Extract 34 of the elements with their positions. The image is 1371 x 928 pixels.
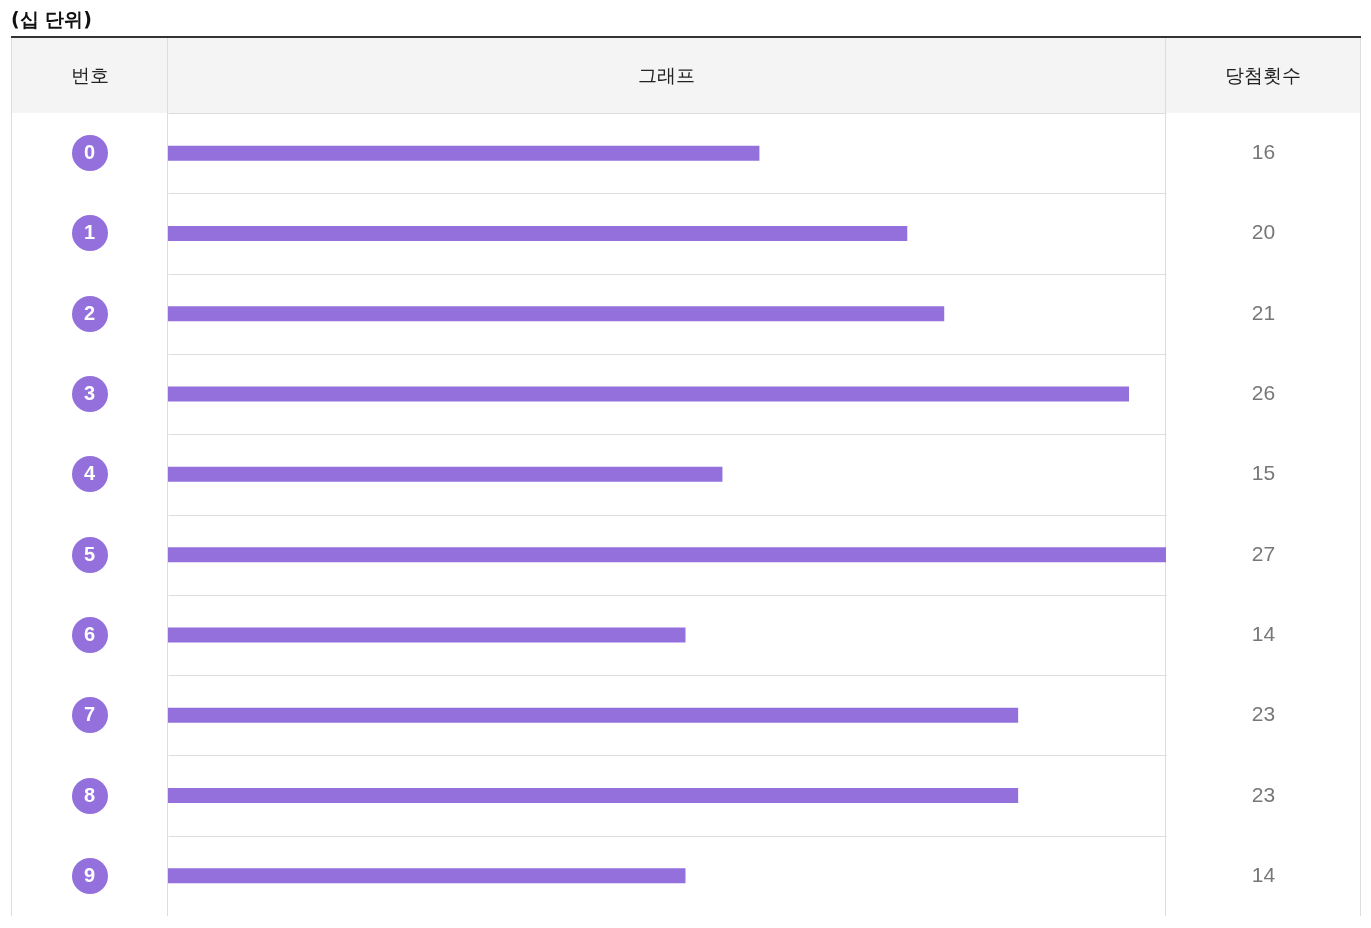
y-tick-label: 1: [83, 221, 96, 244]
bar: [168, 627, 686, 643]
data-label: 14: [1251, 862, 1276, 886]
bar: [168, 547, 1166, 563]
data-label: 14: [1251, 621, 1276, 645]
bar: [168, 466, 723, 482]
data-label: 26: [1251, 381, 1276, 405]
y-tick-label: 8: [83, 783, 96, 806]
data-label: 27: [1251, 541, 1276, 565]
data-label: 23: [1251, 702, 1276, 726]
y-tick-label: 4: [83, 462, 96, 485]
data-label: 23: [1251, 782, 1276, 806]
y-tick-label: 6: [83, 622, 96, 645]
bar: [168, 788, 1019, 804]
text: 당첨횟수: [1166, 38, 1361, 113]
chart-title: (십 단위): [11, 7, 92, 32]
y-tick-label: 5: [83, 542, 96, 565]
bar: [168, 707, 1019, 723]
y-tick-label: 7: [83, 703, 96, 726]
y-tick-label: 9: [83, 863, 96, 886]
bar: [168, 145, 760, 161]
y-tick-label: 2: [83, 301, 96, 324]
bar: [168, 386, 1130, 402]
bar: [168, 225, 908, 241]
data-label: 21: [1251, 300, 1276, 324]
data-label: 15: [1251, 461, 1276, 485]
x-axis-title: 그래프: [168, 38, 1166, 113]
y-tick-label: 3: [83, 382, 96, 405]
bar: [168, 306, 945, 322]
data-label: 16: [1251, 140, 1276, 164]
y-axis-title: 번호: [11, 38, 168, 113]
bar: [168, 868, 686, 884]
y-tick-label: 0: [83, 141, 96, 164]
data-label: 20: [1251, 220, 1276, 244]
